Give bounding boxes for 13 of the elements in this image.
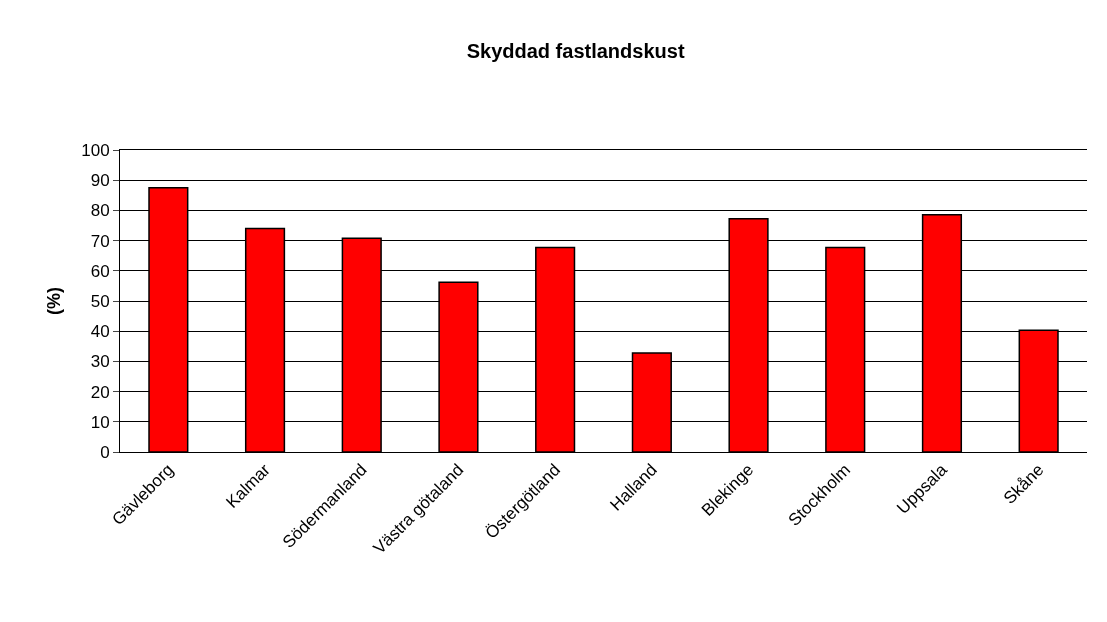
y-tick-label: 0 xyxy=(100,442,110,462)
y-tick-label: 20 xyxy=(90,382,110,402)
y-tick-label: 50 xyxy=(90,291,110,311)
y-tick-label: 40 xyxy=(90,322,110,342)
y-tick-label: 90 xyxy=(90,171,110,191)
y-tick-label: 30 xyxy=(90,352,110,372)
y-axis-title: (%) xyxy=(44,287,65,315)
y-tick-label: 70 xyxy=(90,231,110,251)
y-tick-label: 100 xyxy=(81,140,110,160)
y-tick-label: 60 xyxy=(90,261,110,281)
y-tick-label: 10 xyxy=(90,412,110,432)
chart-title: Skyddad fastlandskust xyxy=(466,39,685,62)
y-tick-label: 80 xyxy=(90,201,110,221)
